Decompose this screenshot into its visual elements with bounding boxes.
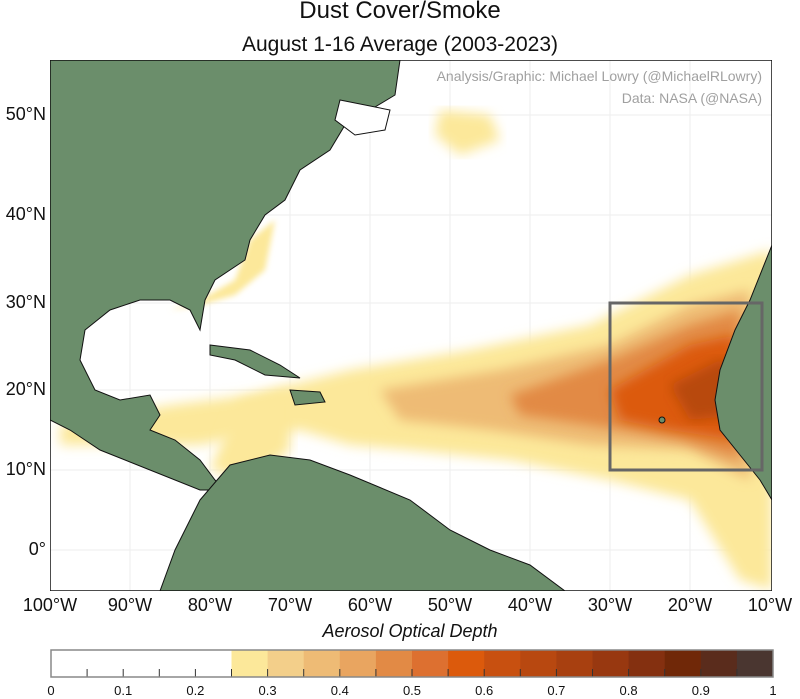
map-title: Dust Cover/Smoke [299, 0, 501, 24]
credit-data: Data: NASA (@NASA) [621, 90, 762, 106]
colorbar-bin [664, 650, 702, 677]
lon-label: 10°W [747, 595, 793, 615]
map-subtitle: August 1-16 Average (2003-2023) [241, 33, 558, 56]
land [50, 60, 772, 591]
colorbar-tick-label: 0.7 [547, 683, 566, 698]
colorbar-tick-label: 0.8 [619, 683, 638, 698]
africa [714, 244, 772, 501]
lat-label: 0° [28, 539, 46, 559]
colorbar-bin [628, 650, 666, 677]
colorbar-bin [412, 650, 449, 677]
colorbar-bin [448, 650, 485, 677]
colorbar-tick-label: 1 [769, 683, 777, 698]
greenland-labrador [334, 99, 391, 136]
colorbar-bin [736, 650, 774, 677]
colorbar-bin [231, 650, 269, 677]
colorbar-bin [159, 650, 196, 677]
lat-label: 10°N [5, 459, 46, 479]
colorbar-bin [267, 650, 305, 677]
colorbar-tick-label: 0.6 [475, 683, 494, 698]
hispaniola [289, 389, 326, 406]
lon-label: 100°W [22, 595, 78, 615]
lat-label: 30°N [5, 292, 46, 312]
lat-label: 50°N [5, 104, 46, 124]
colorbar-tick-label: 0 [47, 683, 55, 698]
colorbar-bin [339, 650, 377, 677]
lon-label: 20°W [667, 595, 713, 615]
lon-label: 50°W [427, 595, 473, 615]
lon-label: 60°W [347, 595, 393, 615]
colorbar-title: Aerosol Optical Depth [322, 621, 498, 641]
south-america [159, 454, 566, 591]
colorbar-tick-label: 0.2 [186, 683, 205, 698]
colorbar-bin [123, 650, 160, 677]
colorbar-bin [51, 650, 88, 677]
colorbar-tick-label: 0.1 [114, 683, 133, 698]
colorbar [50, 649, 774, 678]
colorbar-bin [592, 650, 630, 677]
highlight-box [608, 301, 764, 472]
credit-analysis: Analysis/Graphic: Michael Lowry (@Michae… [436, 68, 762, 84]
colorbar-bin [303, 650, 341, 677]
cuba [209, 344, 301, 379]
lon-label: 80°W [187, 595, 233, 615]
colorbar-bin [195, 650, 232, 677]
colorbar-bin [556, 650, 593, 677]
colorbar-bin [87, 650, 124, 677]
lat-label: 40°N [5, 204, 46, 224]
colorbar-frame [50, 649, 774, 678]
map-plot [50, 60, 772, 591]
colorbar-tick-label: 0.3 [258, 683, 277, 698]
lon-label: 30°W [587, 595, 633, 615]
colorbar-bin [484, 650, 521, 677]
lon-label: 90°W [107, 595, 153, 615]
lat-label: 20°N [5, 379, 46, 399]
colorbar-bin [700, 650, 738, 677]
cape-verde [658, 416, 666, 424]
lon-label: 70°W [267, 595, 313, 615]
colorbar-bin [520, 650, 557, 677]
colorbar-tick-label: 0.4 [330, 683, 349, 698]
lon-label: 40°W [507, 595, 553, 615]
colorbar-tick-label: 0.9 [691, 683, 710, 698]
colorbar-tick-label: 0.5 [402, 683, 422, 698]
colorbar-bin [375, 650, 413, 677]
